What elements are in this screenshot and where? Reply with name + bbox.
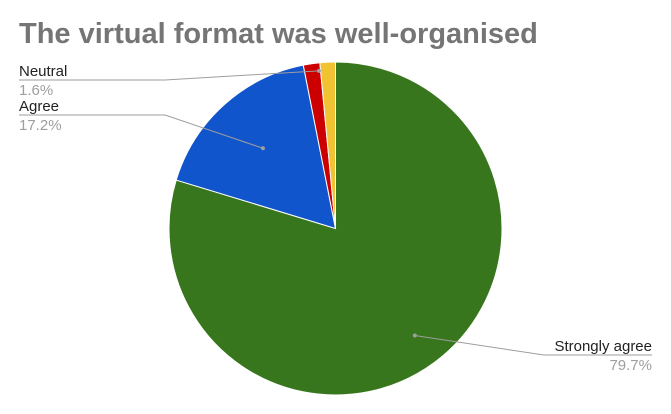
slice-label-agree: Agree [19,98,59,115]
pie-slices [168,61,503,396]
pie-slice-unlabeled [319,61,336,229]
slice-label-neutral: Neutral [19,63,67,80]
chart-title: The virtual format was well-organised [19,18,538,50]
slice-percent-agree: 17.2% [19,117,62,134]
leader-line-neutral [19,70,319,81]
pie-slice-agree [175,64,337,230]
slice-percent-strongly-agree: 79.7% [609,357,652,374]
slice-label-strongly-agree: Strongly agree [554,338,652,355]
slice-percent-neutral: 1.6% [19,82,53,99]
leader-line-agree [19,114,264,149]
leader-line-strongly-agree [414,335,652,356]
slice-labels: Strongly agree 79.7% Agree 17.2% Neutral 1.6% [19,63,652,374]
